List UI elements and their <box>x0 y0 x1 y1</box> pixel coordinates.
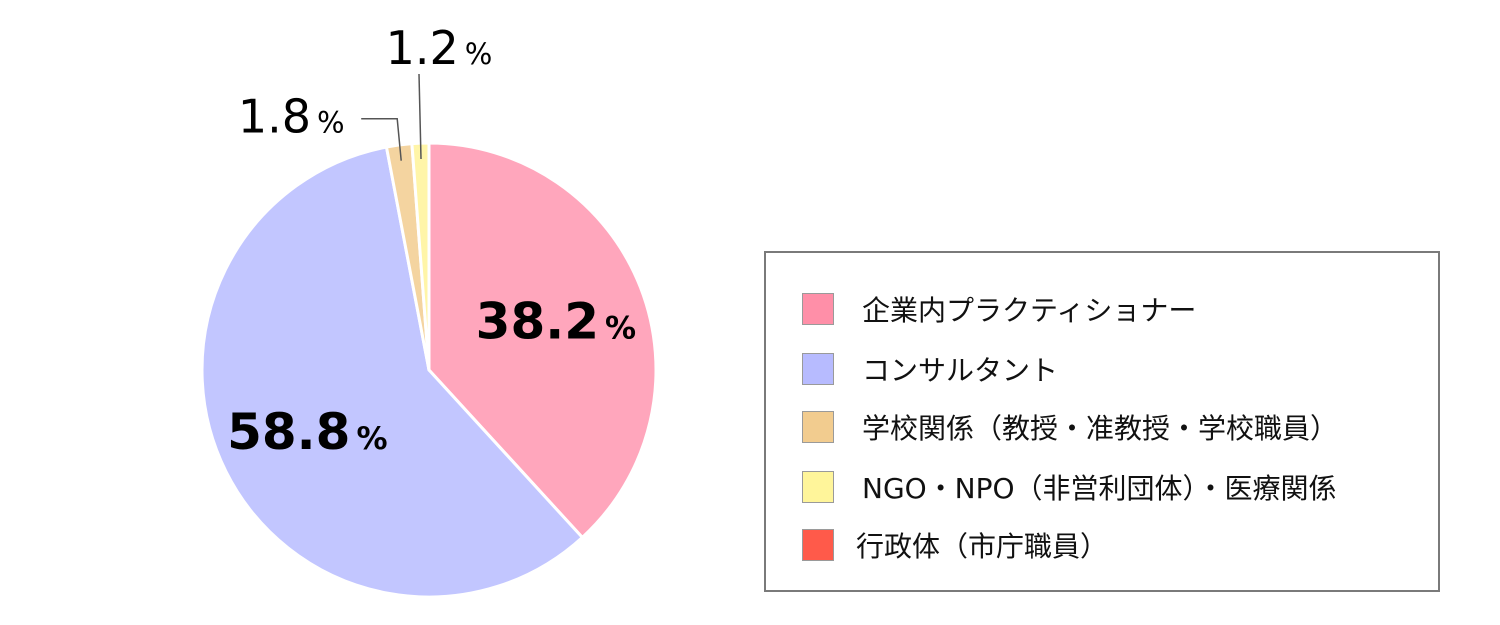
slice-value-label: 58.8% <box>227 403 387 461</box>
legend-swatch <box>802 293 834 325</box>
legend-label: 学校関係（教授・准教授・学校職員） <box>862 412 1339 445</box>
legend-swatch <box>802 353 834 385</box>
slice-value-label: 38.2% <box>476 293 636 351</box>
legend-item: 学校関係（教授・准教授・学校職員） <box>802 407 1338 447</box>
legend: 企業内プラクティショナー コンサルタント 学校関係（教授・准教授・学校職員） N… <box>764 251 1440 592</box>
legend-label: コンサルタント <box>862 354 1059 387</box>
pie-slice <box>200 145 584 599</box>
legend-item: 企業内プラクティショナー <box>802 289 1196 329</box>
legend-swatch <box>802 411 834 443</box>
legend-label: NGO・NPO（非営利団体）・医療関係 <box>862 472 1337 505</box>
legend-label: 行政体（市庁職員） <box>856 530 1109 563</box>
legend-item: コンサルタント <box>802 349 1058 389</box>
legend-label: 企業内プラクティショナー <box>862 294 1197 327</box>
legend-swatch <box>802 529 834 561</box>
leader-line <box>361 117 402 161</box>
slice-value-label: 1.8% <box>238 90 345 144</box>
legend-item: 行政体（市庁職員） <box>802 525 1108 565</box>
legend-swatch <box>802 471 834 503</box>
slice-value-label: 1.2% <box>386 21 493 75</box>
pie-slice <box>427 141 658 539</box>
leader-line <box>418 73 422 160</box>
legend-item: NGO・NPO（非営利団体）・医療関係 <box>802 467 1337 507</box>
